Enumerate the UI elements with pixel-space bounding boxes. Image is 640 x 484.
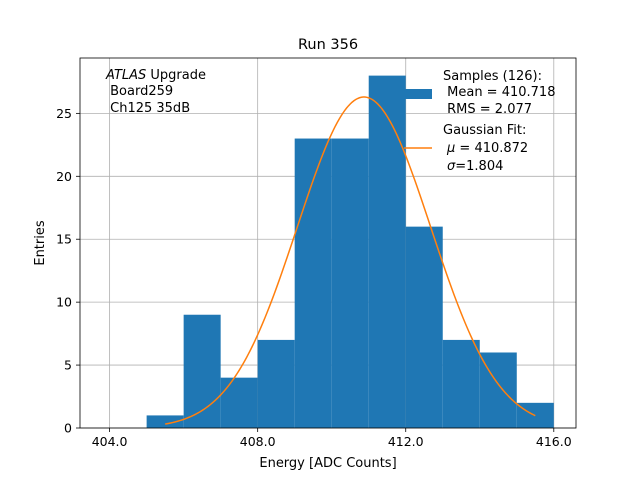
annotation-upgrade: Upgrade [146,68,206,83]
x-tick-label-0: 404.0 [92,434,128,449]
legend-sigma-symbol: σ [447,159,456,174]
y-tick-label-4: 20 [56,169,72,184]
x-axis-label: Energy [ADC Counts] [259,456,396,471]
plot-frame [79,57,577,429]
histogram-bar-3 [257,339,295,428]
histogram-bar-0 [146,415,184,428]
histogram-bar-2 [220,377,258,428]
y-tick-label-2: 10 [56,295,72,310]
annotation-line-2: Board259 [106,84,173,99]
histogram-bar-7 [405,226,443,428]
legend-fit-sigma: σ=1.804 [447,159,503,174]
y-tick-label-3: 15 [56,232,72,247]
histogram-bar-8 [442,339,480,428]
histogram-bar-6 [368,75,406,428]
annotation-atlas: ATLAS [105,68,146,83]
legend-mu-symbol: μ [446,141,455,156]
annotation-line-1: ATLAS Upgrade [105,68,206,83]
legend-mu-value: = 410.872 [455,141,528,156]
x-tick-label-3: 416.0 [536,434,572,449]
legend-fit-title: Gaussian Fit: [443,123,526,138]
x-tick-label-1: 408.0 [240,434,276,449]
chart-title: Run 356 [298,37,358,53]
y-axis-label: Entries [33,220,48,266]
legend-histogram-swatch [404,89,432,99]
legend-samples-title: Samples (126): [443,69,542,84]
histogram-bar-1 [183,314,221,428]
legend-samples-rms: RMS = 2.077 [443,102,532,117]
histogram-bar-4 [294,138,332,428]
y-tick-label-0: 0 [64,421,72,436]
legend-samples-mean: Mean = 410.718 [443,85,555,100]
gaussian-fit-curve [164,96,536,425]
legend-sigma-value: =1.804 [455,159,503,174]
y-tick-label-5: 25 [56,106,72,121]
legend-fit-mu: μ = 410.872 [446,141,528,156]
histogram-bar-5 [331,138,369,428]
y-tick-label-1: 5 [64,358,72,373]
axis-ticks: 404.0 408.0 412.0 416.0 0 5 10 15 20 25 [56,106,572,449]
legend: Samples (126): Mean = 410.718 RMS = 2.07… [404,69,555,174]
annotation-line-3: Ch125 35dB [106,101,190,116]
x-tick-label-2: 412.0 [388,434,424,449]
